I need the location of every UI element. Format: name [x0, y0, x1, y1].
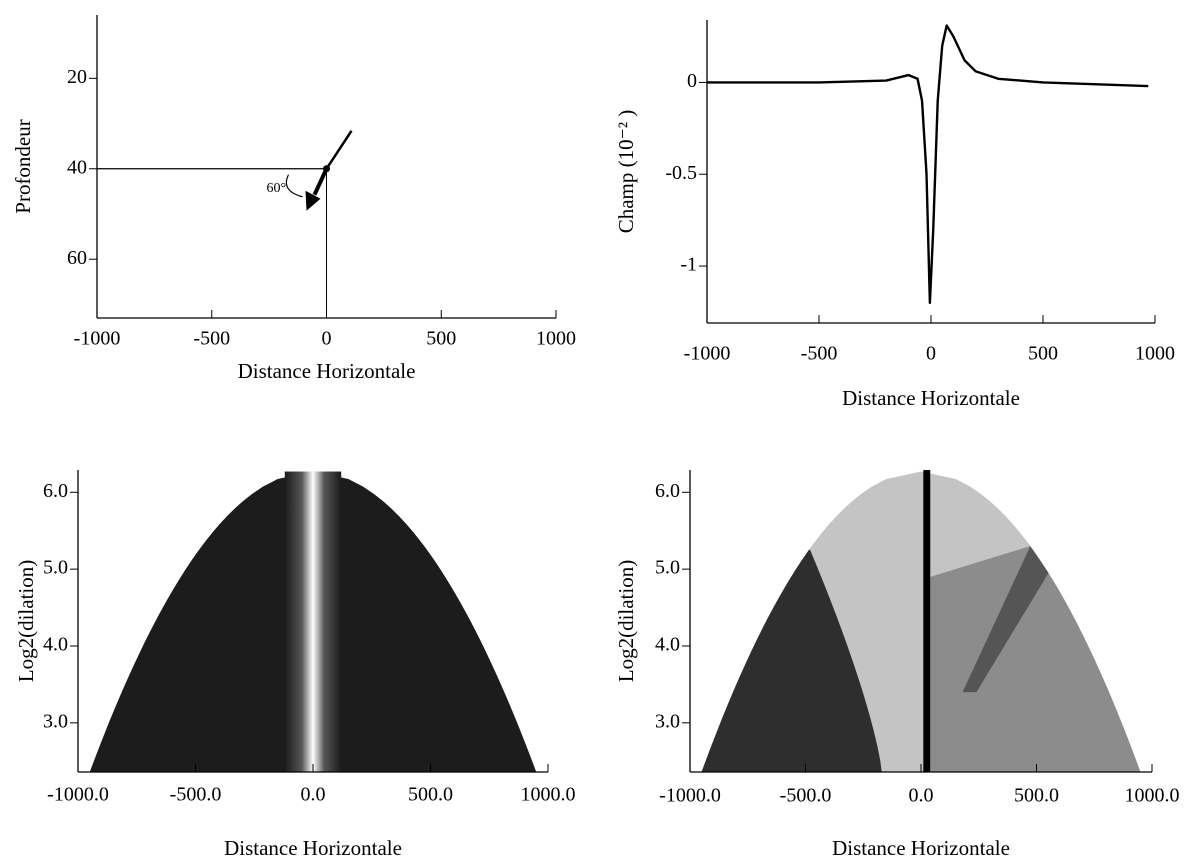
data-line [707, 24, 1149, 304]
x-tick-label: -1000 [74, 328, 121, 350]
x-tick-label: 0 [322, 328, 332, 350]
y-axis-label: Log2(dilation) [614, 560, 638, 682]
x-tick-label: 500 [426, 328, 456, 350]
x-tick-label: 0 [926, 343, 936, 365]
y-tick-label: 6.0 [43, 480, 68, 502]
chart: -1000.0 -500.0 0.0 500.0 1000.0 3.0 4.0 5.0 6.0 D… [14, 470, 576, 860]
y-tick-label: 0 [687, 70, 697, 92]
dipole-arrow [312, 167, 329, 196]
arrow-head [305, 190, 321, 211]
x-tick-label: -1000 [684, 343, 731, 365]
y-tick-label: 5.0 [43, 557, 68, 579]
dipole-axis [325, 130, 353, 170]
y-tick-label: 5.0 [655, 557, 680, 579]
annotation: 60° [267, 181, 287, 196]
x-axis-label: Distance Horizontale [238, 359, 416, 383]
y-tick-label: 40 [67, 156, 87, 178]
x-tick-label: 1000.0 [521, 784, 576, 806]
dipole-point [323, 165, 330, 173]
x-tick-label: -500.0 [170, 784, 222, 806]
y-tick-label: 4.0 [43, 634, 68, 656]
x-tick-label: -500 [193, 328, 230, 350]
x-axis-label: Distance Horizontale [224, 836, 402, 860]
scalogram-band [962, 546, 1049, 693]
x-axis-label: Distance Horizontale [842, 386, 1020, 410]
x-tick-label: 1000 [1135, 343, 1175, 365]
x-tick-label: 1000 [536, 328, 576, 350]
y-tick-label: 60 [67, 247, 87, 269]
x-tick-label: 500.0 [1014, 785, 1059, 807]
plot-area [701, 470, 1141, 772]
scalogram-region [930, 546, 1141, 772]
chart: 60° -1000 -500 0 500 1000 20 40 60 Distance Horiz… [11, 15, 576, 383]
chart: -1000 -500 0 500 1000 0 -0.5 -1 Distance Horizon… [614, 20, 1175, 410]
y-tick-label: 3.0 [43, 710, 68, 732]
y-tick-label: 20 [67, 66, 87, 88]
scalogram-region [701, 549, 882, 772]
scalogram-ridge [923, 470, 931, 772]
y-tick-label: 3.0 [655, 710, 680, 732]
x-tick-label: 0.0 [909, 785, 934, 807]
x-tick-label: 1000.0 [1125, 785, 1180, 807]
x-tick-label: -1000.0 [659, 785, 721, 807]
x-tick-label: -500 [801, 343, 838, 365]
x-tick-label: 500 [1028, 343, 1058, 365]
y-tick-label: -0.5 [665, 162, 697, 184]
y-tick-label: -1 [680, 254, 697, 276]
plot-area [707, 24, 1149, 304]
x-tick-label: 0.0 [301, 784, 326, 806]
plot-area [89, 471, 537, 772]
y-axis-label: Log2(dilation) [14, 560, 38, 682]
angle-arc [285, 174, 303, 198]
chart: -1000.0 -500.0 0.0 500.0 1000.0 3.0 4.0 5.0 6.0 D… [614, 470, 1180, 860]
y-tick-label: 4.0 [655, 634, 680, 656]
y-axis-label: Profondeur [11, 119, 35, 213]
y-axis-label: Champ (10⁻² ) [614, 110, 638, 234]
x-tick-label: -1000.0 [47, 784, 109, 806]
scalogram-ridge [284, 471, 342, 772]
plot-area: 60° [97, 130, 353, 318]
x-tick-label: -500.0 [780, 785, 832, 807]
y-tick-label: 6.0 [655, 480, 680, 502]
x-axis-label: Distance Horizontale [832, 836, 1010, 860]
x-tick-label: 500.0 [408, 784, 453, 806]
